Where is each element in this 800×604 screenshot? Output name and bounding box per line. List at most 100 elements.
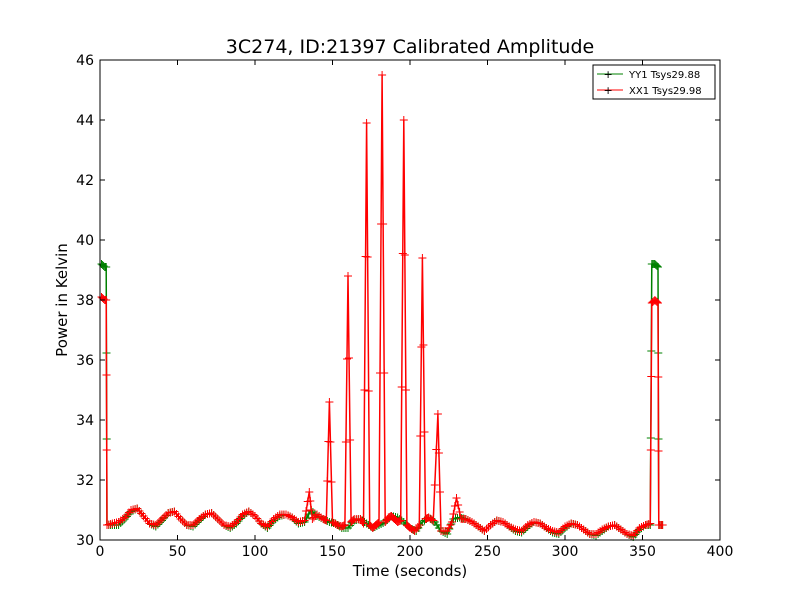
series-marker-xx1 [118, 515, 127, 523]
series-marker-xx1 [307, 506, 316, 514]
series-marker-xx1 [482, 525, 491, 533]
series-marker-xx1 [420, 428, 429, 436]
y-tick-label: 42 [76, 173, 94, 189]
series-marker-xx1 [581, 527, 590, 535]
series-marker-xx1 [215, 517, 224, 525]
series-marker-xx1 [343, 355, 351, 363]
series-marker-xx1 [594, 528, 603, 537]
y-tick-label: 32 [76, 473, 94, 489]
series-marker-xx1 [341, 438, 350, 446]
series-marker-xx1 [620, 528, 629, 537]
series-marker-xx1 [454, 501, 463, 509]
series-marker-xx1 [230, 519, 239, 528]
series-marker-xx1 [419, 341, 428, 349]
series-marker-xx1 [344, 272, 352, 280]
series-marker-xx1 [364, 387, 373, 395]
series-marker-xx1 [465, 517, 474, 525]
y-tick-label: 30 [76, 533, 94, 549]
series-marker-xx1 [452, 494, 461, 502]
series-marker-xx1 [635, 524, 644, 532]
chart-title: 3C274, ID:21397 Calibrated Amplitude [226, 36, 594, 58]
series-marker-xx1 [358, 518, 367, 526]
series-marker-xx1 [271, 513, 280, 522]
series-marker-xx1 [178, 517, 187, 525]
series-marker-yy1 [102, 263, 111, 271]
series-marker-xx1 [488, 519, 497, 528]
series-marker-xx1 [374, 519, 382, 527]
series-marker-xx1 [379, 220, 388, 228]
series-marker-xx1 [579, 525, 588, 534]
series-marker-xx1 [536, 519, 545, 528]
series-marker-xx1 [658, 521, 667, 529]
series-marker-xx1 [577, 524, 586, 532]
series-marker-xx1 [455, 508, 464, 516]
series-marker-xx1 [563, 521, 572, 530]
series-marker-xx1 [596, 527, 605, 535]
legend-marker-xx1: + [604, 84, 613, 97]
series-marker-xx1 [345, 354, 353, 362]
series-marker-xx1 [348, 517, 357, 525]
series-marker-xx1 [426, 514, 435, 523]
series-marker-xx1 [176, 515, 185, 523]
series-marker-xx1 [372, 520, 381, 528]
series-marker-xx1 [523, 521, 532, 529]
series-marker-xx1 [637, 523, 646, 531]
series-marker-xx1 [519, 525, 528, 533]
series-marker-xx1 [647, 372, 656, 381]
series-marker-xx1 [614, 524, 623, 532]
series-marker-xx1 [401, 386, 410, 394]
series-marker-xx1 [507, 523, 516, 532]
series-marker-xx1 [244, 507, 253, 516]
series-marker-xx1 [197, 513, 206, 522]
series-marker-xx1 [592, 530, 600, 538]
series-marker-xx1 [153, 519, 162, 527]
series-marker-xx1 [302, 507, 311, 515]
y-tick-label: 36 [76, 353, 94, 369]
series-marker-xx1 [654, 447, 663, 455]
series-marker-xx1 [213, 515, 222, 523]
series-marker-xx1 [191, 519, 200, 527]
series-marker-xx1 [544, 525, 553, 533]
series-marker-xx1 [207, 509, 216, 517]
y-tick-label: 44 [76, 113, 94, 129]
series-marker-xx1 [449, 510, 458, 518]
series-marker-xx1 [600, 524, 609, 533]
y-tick-label: 34 [76, 413, 94, 429]
x-tick-label: 250 [474, 544, 501, 560]
series-marker-xx1 [540, 522, 549, 531]
series-marker-xx1 [447, 518, 456, 526]
series-marker-xx1 [269, 515, 278, 523]
series-marker-xx1 [228, 521, 237, 529]
series-marker-xx1 [315, 512, 324, 520]
series-marker-xx1 [450, 502, 459, 510]
series-marker-xx1 [417, 343, 426, 351]
y-axis-ticks: 30 32 34 36 38 40 42 44 46 [76, 53, 720, 549]
series-marker-xx1 [217, 519, 226, 527]
series-marker-xx1 [499, 518, 507, 526]
series-marker-xx1 [654, 299, 662, 307]
x-tick-label: 50 [169, 544, 187, 560]
series-marker-xx1 [340, 521, 349, 529]
series-marker-xx1 [248, 510, 257, 519]
series-marker-xx1 [209, 511, 218, 519]
series-marker-xx1 [396, 516, 405, 525]
series-marker-xx1 [322, 516, 331, 525]
series-marker-xx1 [575, 522, 584, 531]
series-marker-xx1 [416, 432, 425, 440]
legend-label-xx1: XX1 Tsys29.98 [629, 86, 702, 97]
x-axis-label: Time (seconds) [352, 562, 468, 580]
series-marker-xx1 [399, 116, 408, 124]
series-marker-xx1 [346, 436, 355, 444]
series-marker-yy1 [651, 261, 660, 269]
legend-box [592, 64, 716, 100]
series-marker-xx1 [413, 523, 422, 531]
series-marker-xx1 [158, 515, 166, 523]
series-marker-xx1 [525, 520, 534, 528]
series-marker-xx1 [410, 527, 419, 535]
series-marker-xx1 [238, 510, 247, 519]
series-marker-xx1 [598, 525, 607, 534]
series-marker-xx1 [397, 383, 406, 391]
series-marker-xx1 [573, 521, 582, 529]
series-marker-xx1 [151, 521, 160, 529]
series-marker-xx1 [273, 512, 282, 520]
